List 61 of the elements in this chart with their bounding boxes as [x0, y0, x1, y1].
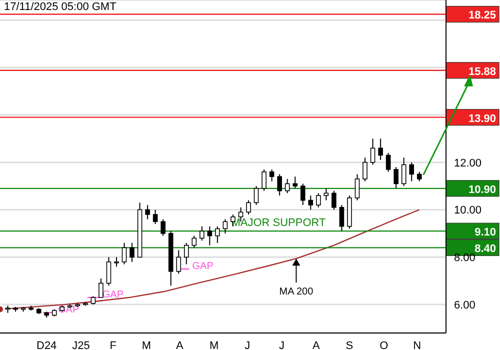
ref-line-label: 13.90 — [468, 112, 496, 125]
x-tick-label: J25 — [72, 340, 90, 350]
candlestick — [386, 152, 391, 172]
candlestick — [106, 256, 112, 286]
candlestick — [98, 278, 104, 298]
x-tick-label: M — [142, 340, 152, 350]
x-tick-label: J — [244, 340, 250, 350]
candlestick — [308, 195, 314, 210]
candlestick — [409, 162, 414, 182]
candlestick — [354, 174, 360, 201]
candlestick — [269, 168, 274, 182]
candlestick — [284, 178, 290, 194]
ref-line-label: 15.88 — [468, 66, 496, 78]
candlestick — [207, 226, 212, 246]
candlestick — [324, 188, 329, 201]
candlestick — [292, 176, 298, 189]
y-tick-label: 6.00 — [454, 299, 476, 312]
y-tick-label: 10.00 — [454, 204, 482, 217]
candlestick — [215, 226, 220, 244]
candlestick — [316, 192, 321, 208]
ref-line-label: 8.40 — [474, 243, 496, 256]
candlestick — [176, 250, 182, 274]
candlestick — [339, 204, 344, 232]
candlestick — [160, 218, 166, 236]
annotation: GAP — [192, 261, 214, 272]
x-tick-label: D24 — [36, 340, 57, 350]
annotation: 17/11/2025 05:00 GMT — [4, 1, 116, 13]
candlestick — [300, 183, 306, 206]
candlestick — [184, 242, 189, 265]
ref-line-label: 18.25 — [468, 10, 496, 22]
candlestick — [416, 171, 422, 182]
candlestick — [262, 168, 266, 192]
candlestick — [277, 174, 282, 196]
candlestick — [222, 218, 228, 234]
candlestick — [254, 186, 259, 206]
candlestick — [246, 200, 251, 215]
annotation: MA 200 — [279, 286, 314, 298]
candlestick — [130, 242, 134, 262]
candlestick — [332, 190, 336, 210]
candlestick — [370, 138, 376, 166]
x-tick-label: F — [110, 340, 117, 350]
candlestick — [362, 157, 368, 182]
x-tick-label: A — [176, 340, 184, 350]
x-tick-label: O — [380, 340, 389, 350]
candlestick — [114, 256, 119, 268]
candlestick — [192, 235, 197, 248]
x-tick-label: A — [312, 340, 321, 350]
candlestick — [200, 226, 204, 242]
candlestick — [401, 157, 406, 187]
x-tick-label: N — [413, 340, 422, 350]
candlestick — [152, 209, 158, 224]
y-tick-label: 12.00 — [454, 157, 482, 170]
x-tick-label: M — [210, 340, 219, 350]
ref-line-label: 10.90 — [468, 184, 496, 196]
x-tick-label: J — [279, 340, 285, 350]
x-tick-label: S — [346, 340, 354, 350]
candlestick — [122, 242, 127, 265]
candlestick — [145, 204, 150, 220]
candlestick — [378, 138, 383, 160]
ref-line-label: 9.10 — [474, 226, 496, 239]
candlestick — [394, 166, 398, 189]
